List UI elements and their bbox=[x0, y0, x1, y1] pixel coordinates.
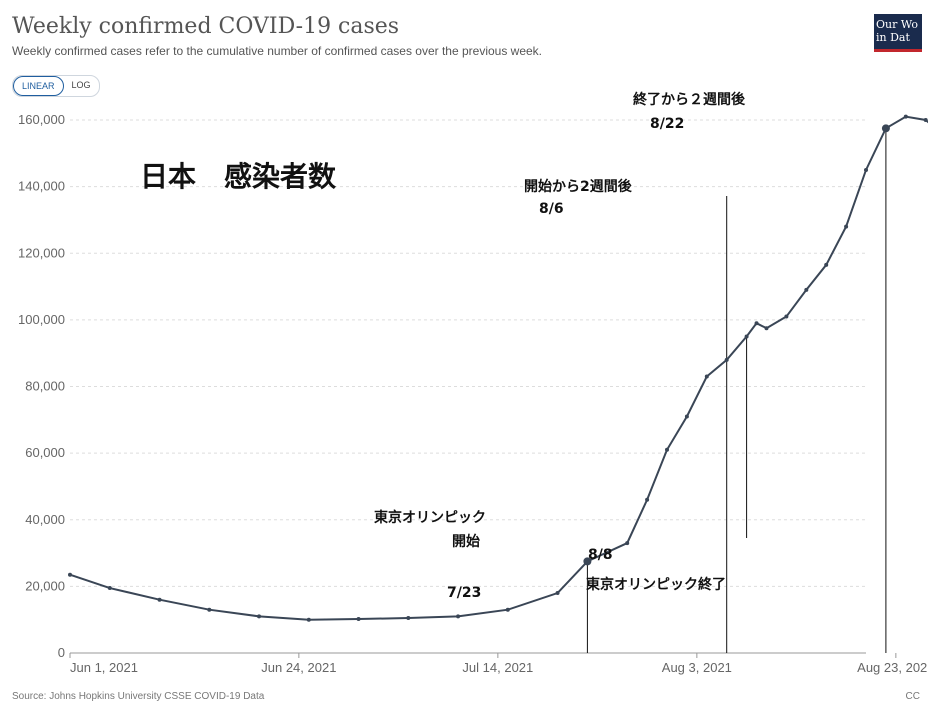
y-tick-label: 40,000 bbox=[25, 512, 65, 527]
data-point bbox=[754, 321, 759, 326]
y-tick-label: 80,000 bbox=[25, 379, 65, 394]
annotation-two-weeks-after-start: 開始から2週間後 bbox=[524, 178, 633, 195]
owid-logo[interactable]: Our Wo in Dat bbox=[874, 14, 922, 52]
data-point bbox=[744, 334, 749, 339]
data-point bbox=[923, 118, 928, 122]
data-point bbox=[665, 447, 669, 452]
annotation-olympics-start-line1: 東京オリンピック bbox=[374, 509, 486, 526]
annotation-heading: 日本 感染者数 bbox=[140, 160, 337, 193]
y-tick-label: 20,000 bbox=[25, 578, 65, 593]
data-point bbox=[555, 591, 560, 596]
y-tick-label: 160,000 bbox=[18, 112, 65, 127]
data-point bbox=[764, 326, 769, 331]
x-tick-label: Jun 1, 2021 bbox=[70, 660, 138, 675]
grid-lines bbox=[70, 119, 866, 654]
data-point bbox=[306, 617, 311, 622]
y-tick-label: 140,000 bbox=[18, 179, 65, 194]
chart-subtitle: Weekly confirmed cases refer to the cumu… bbox=[12, 44, 543, 58]
data-point bbox=[107, 586, 112, 591]
annotation-olympics-start-date: 7/23 bbox=[447, 585, 481, 601]
y-tick-label: 0 bbox=[58, 645, 65, 660]
data-point bbox=[784, 314, 789, 319]
data-point bbox=[456, 614, 461, 619]
x-axis-ticks: Jun 1, 2021 Jun 24, 2021 Jul 14, 2021 Aug 3… bbox=[69, 653, 928, 675]
data-point bbox=[68, 572, 72, 577]
y-tick-label: 100,000 bbox=[18, 312, 65, 327]
scale-toggle: LINEAR LOG bbox=[12, 75, 100, 97]
data-point bbox=[684, 414, 689, 419]
license-link[interactable]: CC bbox=[905, 691, 920, 702]
data-point bbox=[625, 541, 630, 546]
linear-scale-button[interactable]: LINEAR bbox=[13, 76, 64, 96]
y-tick-label: 120,000 bbox=[18, 245, 65, 260]
data-point bbox=[864, 167, 868, 172]
data-point bbox=[804, 287, 809, 292]
data-point bbox=[207, 607, 212, 612]
data-point bbox=[645, 497, 650, 502]
data-point bbox=[505, 607, 510, 612]
highlight-marker bbox=[881, 124, 890, 133]
highlight-marker bbox=[583, 557, 592, 566]
logo-line-2: in Dat bbox=[876, 31, 910, 44]
annotation-olympics-start-line2: 開始 bbox=[452, 533, 480, 550]
logo-line-1: Our Wo bbox=[876, 18, 919, 31]
data-point bbox=[844, 224, 849, 229]
x-tick-label: Jun 24, 2021 bbox=[261, 660, 336, 675]
data-point bbox=[257, 614, 262, 619]
data-point bbox=[903, 114, 908, 119]
y-axis-ticks: 0 20,000 40,000 60,000 80,000 100,000 120,000 1… bbox=[18, 112, 65, 660]
data-point bbox=[406, 616, 411, 621]
data-point bbox=[356, 617, 361, 622]
data-point bbox=[824, 262, 829, 267]
data-point bbox=[724, 357, 729, 362]
source-note[interactable]: Source: Johns Hopkins University CSSE CO… bbox=[12, 691, 265, 702]
data-point bbox=[704, 374, 709, 379]
annotation-olympics-end: 東京オリンピック終了 bbox=[586, 576, 726, 593]
annotation-two-weeks-after-end-date: 8/22 bbox=[650, 116, 684, 132]
y-tick-label: 60,000 bbox=[25, 445, 65, 460]
x-tick-label: Aug 23, 2021 bbox=[857, 660, 928, 675]
series-japan: Japan bbox=[68, 114, 928, 622]
x-tick-label: Jul 14, 2021 bbox=[462, 660, 533, 675]
data-point bbox=[157, 597, 162, 602]
annotation-olympics-end-date: 8/8 bbox=[588, 547, 613, 563]
annotation-lines bbox=[586, 128, 887, 653]
x-tick-label: Aug 3, 2021 bbox=[662, 660, 732, 675]
annotation-two-weeks-after-end: 終了から２週間後 bbox=[633, 91, 746, 108]
annotation-two-weeks-after-start-date: 8/6 bbox=[539, 201, 564, 217]
log-scale-button[interactable]: LOG bbox=[71, 80, 91, 90]
chart-title: Weekly confirmed COVID-19 cases bbox=[12, 14, 400, 39]
